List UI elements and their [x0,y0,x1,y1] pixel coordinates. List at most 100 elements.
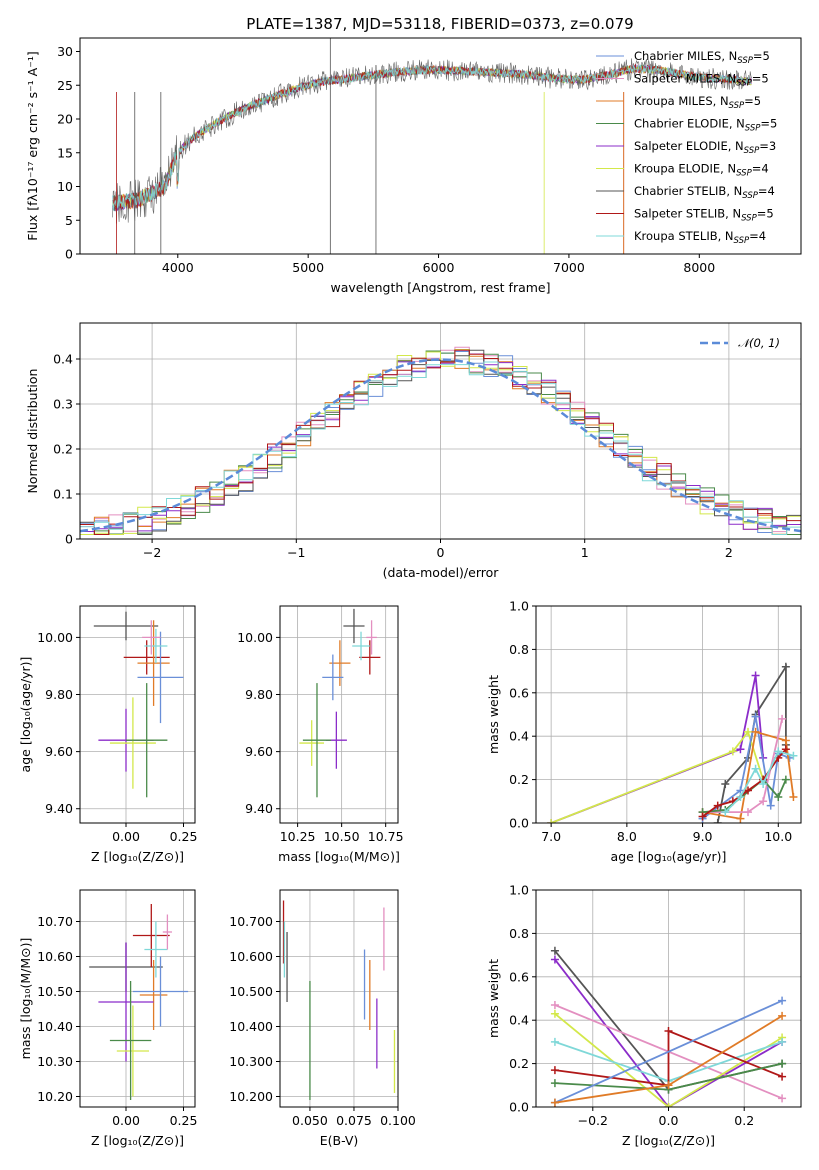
plot-area-massweight_vs_Z [550,946,787,1107]
y-tick-label: 10.30 [37,1054,73,1069]
massweight-marker [766,801,775,810]
massweight-marker [781,775,790,784]
y-tick-label: 9.60 [245,744,273,759]
y-tick-label: 0.2 [509,772,529,787]
massweight-marker [751,671,760,680]
histogram-series [80,349,801,535]
y-tick-label: 0 [65,532,73,547]
massweight-series [702,716,790,820]
massweight-marker [744,808,752,817]
y-tick-label: 10 [57,179,73,194]
x-tick-label: 2 [725,545,733,560]
massweight-marker [550,1009,559,1018]
y-tick-label: 0.4 [509,729,529,744]
y-tick-label: 10.400 [229,1019,273,1034]
y-tick-label: 10.60 [37,949,73,964]
y-tick-label: 30 [57,44,73,59]
massweight-marker [759,797,768,806]
axes-frame [279,889,399,1108]
legend-label: Chabrier MILES, NSSP=5 [634,49,770,66]
x-axis-label: wavelength [Angstrom, rest frame] [330,280,550,295]
legend-label: Salpeter MILES, NSSP=5 [634,72,769,89]
y-tick-label: 0.3 [53,397,73,412]
y-tick-label: 0.6 [509,685,529,700]
x-tick-label: 0.25 [170,829,198,844]
x-axis-label: Z [log₁₀(Z/Z⊙)] [91,849,184,864]
massweight-marker [744,786,752,795]
massweight-marker [751,764,760,773]
gaussian-reference-curve [80,358,801,533]
massweight-marker [789,751,798,760]
massweight-marker [550,1066,559,1075]
x-axis-label: Z [log₁₀(Z/Z⊙)] [622,1133,715,1148]
x-tick-label: 0 [437,545,445,560]
panel-age_vs_Z: 0.00 0.25 9.40 9.60 9.80 10.00 Z [log₁₀(Z/Z⊙)]… [18,605,198,864]
massweight-marker [774,747,783,756]
y-axis-label: age [log₁₀(age/yr)] [18,657,33,773]
massweight-marker [778,714,787,723]
massweight-marker [778,1059,787,1068]
x-tick-label: 6000 [423,260,455,275]
panel-massweight_vs_Z: −0.2 0.0 0.2 0.0 0.2 0.4 0.6 0.8 1.0 Z [log₁₀(Z/Z… [486,883,802,1148]
massweight-marker [789,792,798,801]
y-tick-label: 10.50 [37,984,73,999]
y-tick-label: 9.40 [245,801,273,816]
x-tick-label: −2 [143,545,161,560]
legend-label: 𝒩(0, 1) [738,336,780,350]
spectrum-series [112,64,752,211]
x-tick-label: 0.0 [659,1113,679,1128]
y-tick-label: 0.0 [509,1100,529,1115]
y-tick-label: 0.2 [53,442,73,457]
x-axis-label: mass [log₁₀(M/M⊙)] [278,849,400,864]
y-tick-label: 15 [57,145,73,160]
y-tick-label: 0.4 [509,1013,529,1028]
y-tick-label: 10.70 [37,914,73,929]
x-axis-label: age [log₁₀(age/yr)] [611,849,727,864]
y-tick-label: 9.80 [245,687,273,702]
plot-area-massweight_vs_age [547,662,798,823]
x-tick-label: 8000 [683,260,715,275]
legend-label: Kroupa STELIB, NSSP=4 [634,229,766,246]
massweight-marker [778,1094,787,1103]
panel-mass_vs_ebv: 0.050 0.075 0.100 10.200 10.300 10.400 10.500 1… [229,889,416,1148]
x-tick-label: 10.75 [368,829,404,844]
y-tick-label: 10.20 [37,1089,73,1104]
massweight-marker [664,1081,673,1090]
massweight-marker [751,712,760,721]
axes-frame [79,605,196,824]
axes-frame [79,37,802,255]
x-tick-label: 0.00 [112,1113,140,1128]
massweight-marker [751,727,760,736]
massweight-marker [781,745,790,754]
massweight-marker [728,747,737,756]
y-tick-label: 0.8 [509,642,529,657]
massweight-series [554,958,783,1107]
x-tick-label: 0.050 [292,1113,328,1128]
massweight-marker [713,801,722,810]
y-tick-label: 10.00 [237,630,273,645]
axes-frame [79,889,196,1108]
plot-area-residuals [80,346,801,535]
panel-age_vs_mass: 10.25 10.50 10.75 9.40 9.60 9.80 10.00 mass [lo… [237,605,404,864]
x-axis-label: (data-model)/error [383,565,500,580]
figure-title: PLATE=1387, MJD=53118, FIBERID=0373, z=0… [246,15,633,33]
massweight-marker [550,1079,559,1088]
y-tick-label: 10.500 [229,984,273,999]
histogram-series [80,349,801,535]
massweight-marker [550,1001,559,1010]
y-axis-label: mass weight [486,675,501,754]
legend-label: Kroupa MILES, NSSP=5 [634,94,761,111]
panel-residuals: −2 −1 0 1 2 0 0.1 0.2 0.3 0.4 (data-model)/error No… [25,322,802,580]
y-tick-label: 0.0 [509,816,529,831]
plot-area-age_vs_mass [299,608,381,798]
x-tick-label: 9.0 [693,829,713,844]
massweight-marker [664,1027,673,1036]
massweight-marker [698,812,707,821]
y-tick-label: 0.2 [509,1056,529,1071]
massweight-marker [781,736,790,745]
y-tick-label: 25 [57,78,73,93]
x-tick-label: 0.075 [336,1113,372,1128]
x-tick-label: −0.2 [578,1113,608,1128]
x-tick-label: 0.25 [170,1113,198,1128]
axes-frame [279,605,399,824]
